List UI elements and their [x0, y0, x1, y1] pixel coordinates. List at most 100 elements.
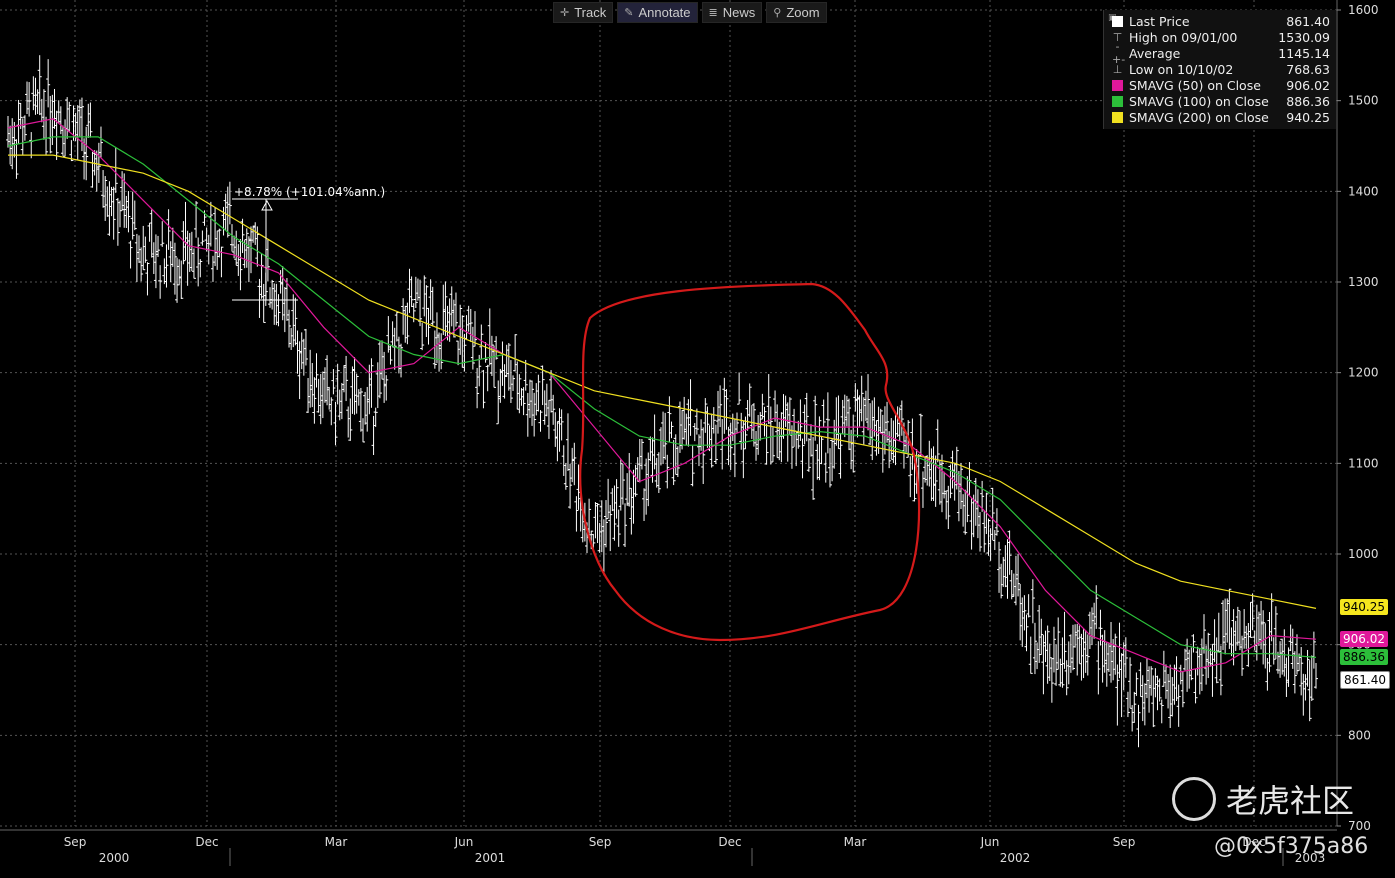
- price-bar: [961, 494, 966, 527]
- zoom-button[interactable]: ⚲ Zoom: [766, 2, 827, 23]
- price-bar: [967, 462, 972, 495]
- price-bar: [481, 369, 486, 409]
- price-bar: [1109, 622, 1114, 683]
- price-bar: [1011, 573, 1016, 598]
- legend-value: 768.63: [1286, 61, 1330, 77]
- price-bar: [690, 445, 695, 487]
- price-bar: [785, 402, 790, 462]
- price-bar: [1212, 619, 1217, 663]
- x-tick-label: Sep: [589, 835, 612, 849]
- price-bar: [219, 246, 224, 278]
- price-bar: [568, 463, 573, 509]
- price-bar: [225, 186, 230, 238]
- price-bar: [470, 326, 475, 370]
- legend-row-sma100[interactable]: SMAVG (100) on Close 886.36: [1112, 93, 1330, 109]
- price-bar: [711, 407, 716, 434]
- legend-row-sma200[interactable]: SMAVG (200) on Close 940.25: [1112, 109, 1330, 125]
- price-bar: [703, 398, 708, 433]
- price-bar: [502, 364, 507, 399]
- price-bar: [270, 279, 275, 310]
- price-bar: [54, 110, 59, 160]
- price-bar: [806, 438, 811, 472]
- price-bar: [728, 422, 733, 470]
- price-bar: [540, 365, 545, 406]
- price-bar: [557, 408, 562, 452]
- price-bar: [1303, 674, 1308, 701]
- price-bar: [515, 361, 520, 410]
- legend-row-low[interactable]: ⊥ Low on 10/10/02 768.63: [1112, 61, 1330, 77]
- price-bar: [295, 330, 300, 374]
- price-bar: [6, 115, 10, 148]
- price-bar: [530, 380, 535, 426]
- legend-row-average[interactable]: -+- Average 1145.14: [1112, 40, 1330, 66]
- price-bar: [1016, 553, 1021, 597]
- price-bar: [407, 268, 412, 313]
- price-bar: [1252, 630, 1257, 651]
- legend-row-last-price[interactable]: Last Price 861.40: [1112, 13, 1330, 29]
- price-bar: [720, 418, 725, 470]
- price-bar: [1060, 637, 1065, 688]
- price-bar: [542, 390, 547, 425]
- price-bar: [770, 427, 775, 463]
- price-bar: [1214, 637, 1219, 684]
- price-bar: [1178, 664, 1183, 685]
- news-button[interactable]: ≣ News: [701, 2, 763, 23]
- price-bar: [1206, 632, 1211, 679]
- price-bar: [420, 322, 425, 351]
- y-tick-label: 1600: [1348, 3, 1379, 17]
- price-bar: [39, 98, 44, 123]
- legend-row-high[interactable]: ⊤ High on 09/01/00 1530.09: [1112, 29, 1330, 45]
- price-bar: [1147, 666, 1152, 713]
- price-bar: [532, 392, 537, 437]
- chart-toolbar: ✛ Track ✎ Annotate ≣ News ⚲ Zoom: [553, 2, 827, 23]
- price-bar: [986, 518, 991, 556]
- price-bar: [1081, 628, 1086, 679]
- news-label: News: [722, 5, 756, 20]
- price-bar: [908, 456, 913, 498]
- price-bar: [477, 354, 482, 387]
- price-bar: [701, 427, 706, 485]
- price-bar: [656, 452, 661, 493]
- price-bar: [866, 374, 871, 431]
- price-bar: [842, 394, 847, 438]
- price-bar: [145, 262, 150, 296]
- legend-value: 940.25: [1286, 109, 1330, 125]
- price-bar: [1130, 705, 1135, 732]
- price-bar: [783, 395, 788, 428]
- track-button[interactable]: ✛ Track: [553, 2, 614, 23]
- price-bar: [390, 321, 395, 348]
- price-bar: [153, 234, 158, 289]
- price-bar: [1035, 642, 1040, 670]
- price-bar: [29, 132, 34, 159]
- price-bar: [371, 415, 376, 455]
- price-bar: [1193, 668, 1198, 704]
- price-bar: [1054, 644, 1059, 686]
- price-bar: [684, 413, 689, 446]
- price-bar: [992, 529, 997, 551]
- price-bar: [96, 142, 101, 183]
- price-bar: [1301, 673, 1306, 716]
- price-bar: [1075, 623, 1080, 676]
- price-bar: [878, 408, 883, 434]
- price-bar: [836, 395, 841, 450]
- price-bar: [519, 388, 524, 406]
- price-bar: [933, 455, 938, 507]
- price-bar: [920, 471, 925, 508]
- price-bar: [1085, 634, 1090, 676]
- annotate-button[interactable]: ✎ Annotate: [617, 2, 698, 23]
- price-bar: [84, 126, 89, 181]
- price-bar: [766, 374, 771, 424]
- legend-row-sma50[interactable]: SMAVG (50) on Close 906.02: [1112, 77, 1330, 93]
- price-bar: [661, 411, 666, 465]
- price-bar: [956, 471, 961, 522]
- price-bar: [1199, 638, 1204, 691]
- legend-value: 861.40: [1286, 13, 1330, 29]
- tag-sma50: 906.02: [1340, 631, 1388, 647]
- year-label: 2000: [99, 851, 130, 865]
- price-bar: [859, 375, 864, 422]
- price-bar: [1299, 647, 1304, 696]
- y-tick-label: 800: [1348, 728, 1371, 742]
- price-bar: [124, 195, 129, 229]
- price-bar: [610, 488, 615, 512]
